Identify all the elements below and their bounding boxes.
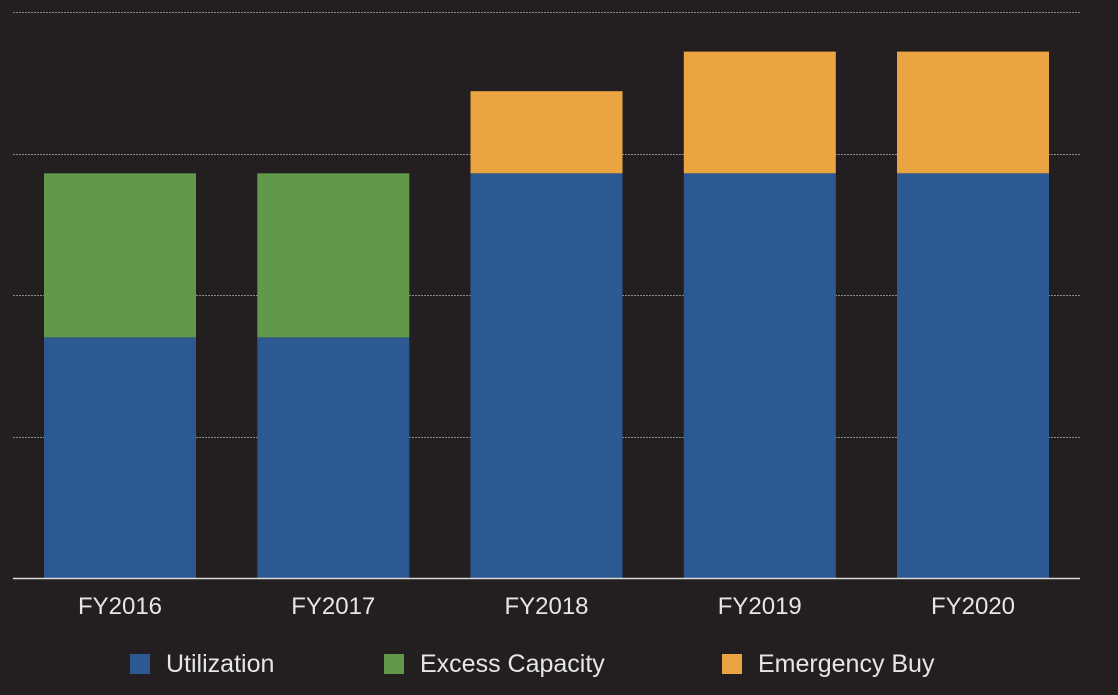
legend-swatch-excess-capacity — [384, 654, 404, 674]
x-tick-labels: FY2016 FY2017 FY2018 FY2019 FY2020 — [78, 593, 1015, 620]
bar-utilization-fy2017 — [257, 337, 410, 578]
bar-utilization-fy2016 — [44, 337, 196, 578]
legend-label-utilization: Utilization — [166, 649, 275, 678]
legend-label-excess-capacity: Excess Capacity — [420, 649, 605, 678]
chart-legend: Utilization Excess Capacity Emergency Bu… — [0, 646, 1118, 682]
bar-emergency-buy-fy2020 — [897, 51, 1049, 174]
legend-label-emergency-buy: Emergency Buy — [758, 649, 935, 678]
legend-swatch-utilization — [130, 654, 150, 674]
stacked-bar-chart: FY2016 FY2017 FY2018 FY2019 FY2020 — [13, 12, 1080, 620]
legend-item-excess-capacity: Excess Capacity — [384, 646, 605, 682]
bars — [44, 51, 1049, 579]
bar-utilization-fy2019 — [683, 173, 836, 579]
bar-utilization-fy2020 — [897, 173, 1049, 579]
x-tick-label: FY2018 — [504, 593, 588, 620]
bar-emergency-buy-fy2018 — [470, 91, 623, 174]
x-tick-label: FY2016 — [78, 593, 162, 620]
x-tick-label: FY2017 — [291, 593, 375, 620]
bar-emergency-buy-fy2019 — [683, 51, 836, 174]
bar-excess-capacity-fy2017 — [257, 173, 410, 338]
legend-item-utilization: Utilization — [130, 646, 274, 682]
x-tick-label: FY2019 — [718, 593, 802, 620]
legend-swatch-emergency-buy — [722, 654, 742, 674]
bar-excess-capacity-fy2016 — [44, 173, 196, 338]
bar-utilization-fy2018 — [470, 173, 623, 579]
x-tick-label: FY2020 — [931, 593, 1015, 620]
legend-item-emergency-buy: Emergency Buy — [722, 646, 934, 682]
